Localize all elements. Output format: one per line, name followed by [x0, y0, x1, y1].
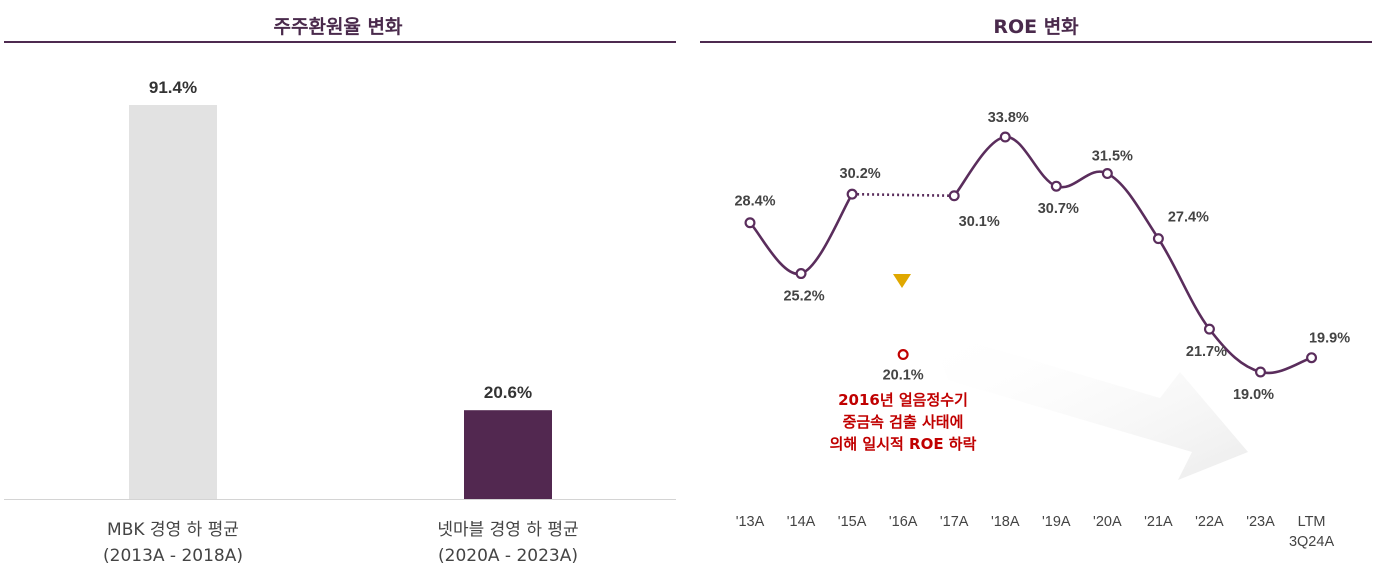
roe-value-label: 25.2%: [783, 289, 824, 305]
roe-data-point: [1254, 366, 1266, 378]
x-tick-label: '16A: [889, 514, 918, 530]
roe-data-point: [846, 188, 858, 200]
bar-title-rule: [4, 41, 676, 43]
x-tick-label: '21A: [1144, 514, 1173, 530]
x-tick-label: '15A: [838, 514, 867, 530]
roe-data-point: [1152, 233, 1164, 245]
roe-data-point: [1050, 180, 1062, 192]
roe-value-label: 21.7%: [1186, 344, 1227, 360]
line-chart-title: ROE 변화: [993, 16, 1079, 38]
bar-chart-title: 주주환원율 변화: [273, 16, 403, 38]
bar: [129, 105, 217, 499]
category-label-sub: (2020A - 2023A): [438, 546, 578, 566]
x-tick-label-sub: 3Q24A: [1289, 534, 1334, 550]
roe-data-point: [999, 131, 1011, 143]
roe-data-point: [744, 217, 756, 229]
category-label: MBK 경영 하 평균: [107, 520, 239, 540]
x-tick-label: '20A: [1093, 514, 1122, 530]
roe-data-point: [1203, 323, 1215, 335]
x-tick-label: '13A: [736, 514, 765, 530]
x-tick-label: '18A: [991, 514, 1020, 530]
bar-value-label: 91.4%: [149, 78, 197, 97]
line-title-rule: [700, 41, 1372, 43]
roe-dotted-gap: [852, 192, 955, 198]
roe-data-point: [897, 349, 909, 361]
category-label-sub: (2013A - 2018A): [103, 546, 243, 566]
roe-value-label: 28.4%: [734, 194, 775, 210]
annotation-text: 의해 일시적 ROE 하락: [830, 435, 977, 453]
roe-value-label: 31.5%: [1092, 149, 1133, 165]
bar: [464, 410, 552, 499]
category-label: 넷마블 경영 하 평균: [437, 520, 578, 540]
x-tick-label: LTM: [1298, 514, 1326, 530]
roe-value-label: 30.2%: [840, 166, 881, 182]
bar-value-label: 20.6%: [484, 383, 532, 402]
roe-data-point: [948, 190, 960, 202]
trend-arrow-shape: [930, 330, 1248, 480]
roe-data-point: [1101, 168, 1113, 180]
x-tick-label: '23A: [1246, 514, 1275, 530]
roe-line-segment: [953, 135, 1312, 375]
roe-value-label: 33.8%: [988, 110, 1029, 126]
x-tick-label: '14A: [787, 514, 816, 530]
roe-value-label: 19.0%: [1233, 387, 1274, 403]
down-triangle-marker: [893, 274, 911, 288]
annotation-text: 중금속 검출 사태에: [843, 413, 964, 431]
roe-value-label: 20.1%: [883, 368, 924, 384]
roe-data-point: [1306, 352, 1318, 364]
x-tick-label: '22A: [1195, 514, 1224, 530]
roe-value-label: 30.1%: [959, 214, 1000, 230]
annotation-text: 2016년 얼음정수기: [838, 391, 968, 409]
roe-value-label: 30.7%: [1038, 201, 1079, 217]
x-tick-label: '19A: [1042, 514, 1071, 530]
roe-data-point: [795, 268, 807, 280]
roe-value-label: 27.4%: [1168, 210, 1209, 226]
x-tick-label: '17A: [940, 514, 969, 530]
roe-value-label: 19.9%: [1309, 331, 1350, 347]
